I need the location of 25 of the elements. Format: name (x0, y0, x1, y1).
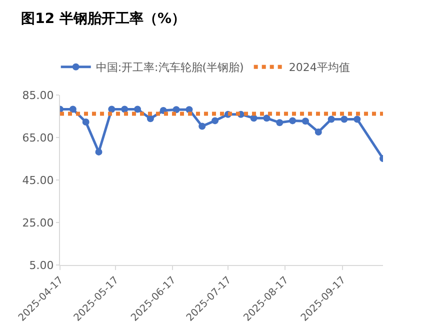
y-tick-label: 45.00 (22, 174, 54, 187)
point (134, 106, 142, 113)
point (289, 117, 296, 124)
point (263, 114, 270, 122)
point (146, 115, 154, 122)
y-tick-label: 5.00 (29, 258, 54, 272)
legend-label: 2024平均值 (288, 61, 350, 74)
point (69, 106, 76, 113)
chart-title: 图12 半钢胎开工率（%） (21, 10, 186, 28)
legend-label: 中国:开工率:汽车轮胎(半钢胎) (96, 61, 244, 74)
y-tick-label: 65.00 (22, 131, 54, 144)
point (340, 116, 348, 123)
point (302, 118, 309, 125)
point (198, 122, 206, 130)
point (276, 119, 284, 126)
point (250, 114, 258, 122)
y-tick-label: 25.00 (22, 216, 54, 230)
point (354, 116, 361, 123)
point (108, 106, 116, 113)
point (82, 118, 90, 126)
point (314, 128, 322, 136)
point (328, 116, 335, 123)
y-tick-label: 85.00 (22, 88, 54, 102)
point (95, 148, 102, 156)
point (212, 117, 219, 124)
